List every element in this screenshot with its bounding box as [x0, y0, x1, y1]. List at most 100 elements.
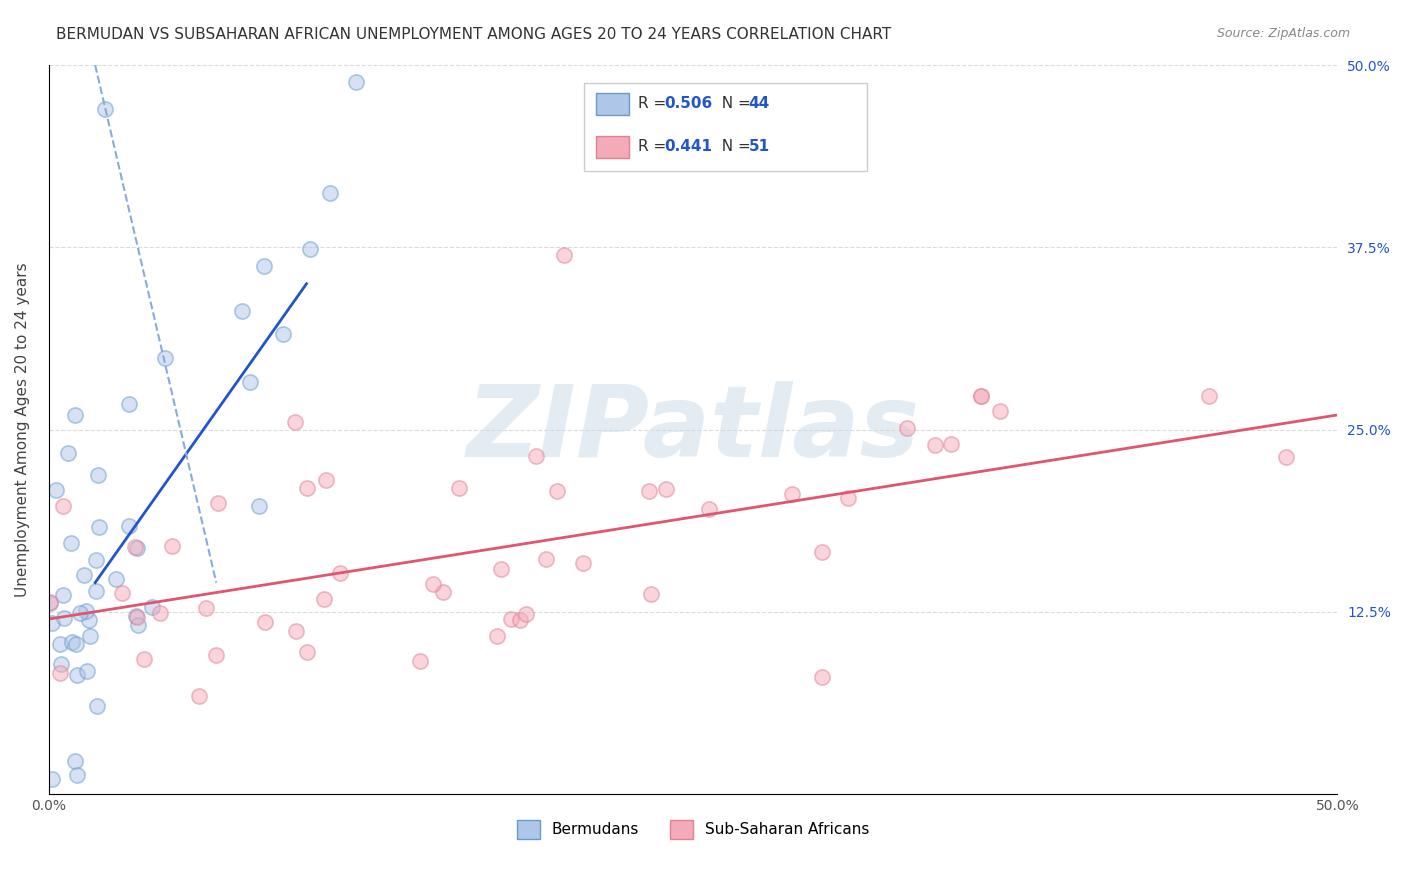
Point — [153, 351, 176, 365]
Point — [422, 576, 444, 591]
Point — [207, 496, 229, 510]
Point — [640, 587, 662, 601]
Text: R =: R = — [638, 139, 676, 154]
Point — [89, 520, 111, 534]
Point — [49, 657, 72, 671]
Point — [553, 247, 575, 261]
Point — [344, 75, 367, 89]
Bar — [596, 93, 628, 115]
Point — [77, 613, 100, 627]
Point — [239, 375, 262, 389]
Point — [52, 611, 75, 625]
Point — [63, 754, 86, 768]
Point — [205, 648, 228, 662]
Point — [432, 585, 454, 599]
Text: Source: ZipAtlas.com: Source: ZipAtlas.com — [1216, 27, 1350, 40]
Point — [49, 666, 72, 681]
Point — [76, 665, 98, 679]
Point — [408, 654, 430, 668]
Point — [284, 624, 307, 638]
Point — [699, 501, 721, 516]
Point — [58, 446, 80, 460]
Point — [939, 437, 962, 451]
Text: N =: N = — [713, 96, 756, 112]
Text: ZIPatlas: ZIPatlas — [467, 381, 920, 478]
Point — [811, 670, 834, 684]
Point — [329, 566, 352, 580]
Point — [75, 604, 97, 618]
Point — [780, 486, 803, 500]
Point — [60, 535, 83, 549]
Point — [546, 483, 568, 498]
Point — [534, 552, 557, 566]
Point — [105, 572, 128, 586]
Point — [87, 467, 110, 482]
Point — [86, 698, 108, 713]
Point — [969, 389, 991, 403]
Point — [314, 591, 336, 606]
Y-axis label: Unemployment Among Ages 20 to 24 years: Unemployment Among Ages 20 to 24 years — [15, 262, 30, 597]
Point — [988, 404, 1011, 418]
Point — [447, 481, 470, 495]
Point — [485, 629, 508, 643]
Point — [118, 396, 141, 410]
Point — [149, 606, 172, 620]
Point — [63, 408, 86, 422]
Point — [811, 545, 834, 559]
Text: 44: 44 — [748, 96, 769, 112]
Point — [315, 473, 337, 487]
Point — [60, 635, 83, 649]
Point — [284, 415, 307, 429]
Point — [254, 615, 277, 629]
Point — [127, 618, 149, 632]
Point — [48, 637, 70, 651]
Text: N =: N = — [713, 139, 756, 154]
Point — [65, 668, 87, 682]
Bar — [583, 83, 868, 170]
Point — [124, 541, 146, 555]
Point — [1275, 450, 1298, 465]
Point — [125, 609, 148, 624]
Point — [252, 260, 274, 274]
Text: 0.506: 0.506 — [665, 96, 713, 112]
Point — [187, 689, 209, 703]
Text: BERMUDAN VS SUBSAHARAN AFRICAN UNEMPLOYMENT AMONG AGES 20 TO 24 YEARS CORRELATIO: BERMUDAN VS SUBSAHARAN AFRICAN UNEMPLOYM… — [56, 27, 891, 42]
Point — [1198, 389, 1220, 403]
Point — [297, 481, 319, 495]
Point — [94, 102, 117, 116]
Point — [162, 539, 184, 553]
Point — [655, 482, 678, 496]
Point — [125, 610, 148, 624]
Point — [837, 491, 859, 505]
Point — [297, 645, 319, 659]
Point — [319, 186, 342, 200]
Point — [84, 553, 107, 567]
Point — [141, 599, 163, 614]
Point — [45, 483, 67, 497]
Point — [509, 613, 531, 627]
Point — [271, 327, 294, 342]
Point — [52, 499, 75, 513]
Point — [41, 615, 63, 630]
Point — [73, 568, 96, 582]
Point — [41, 772, 63, 787]
Point — [571, 556, 593, 570]
Text: R =: R = — [638, 96, 676, 112]
Point — [896, 421, 918, 435]
Point — [111, 586, 134, 600]
Point — [117, 518, 139, 533]
Point — [84, 583, 107, 598]
Text: 0.441: 0.441 — [665, 139, 713, 154]
Point — [524, 449, 547, 463]
Point — [501, 612, 523, 626]
Point — [79, 628, 101, 642]
Point — [66, 768, 89, 782]
Point — [231, 304, 253, 318]
Point — [515, 607, 537, 621]
Point — [969, 389, 991, 403]
Point — [638, 484, 661, 499]
Point — [134, 651, 156, 665]
Point — [69, 606, 91, 620]
Point — [65, 637, 87, 651]
Point — [127, 541, 149, 555]
